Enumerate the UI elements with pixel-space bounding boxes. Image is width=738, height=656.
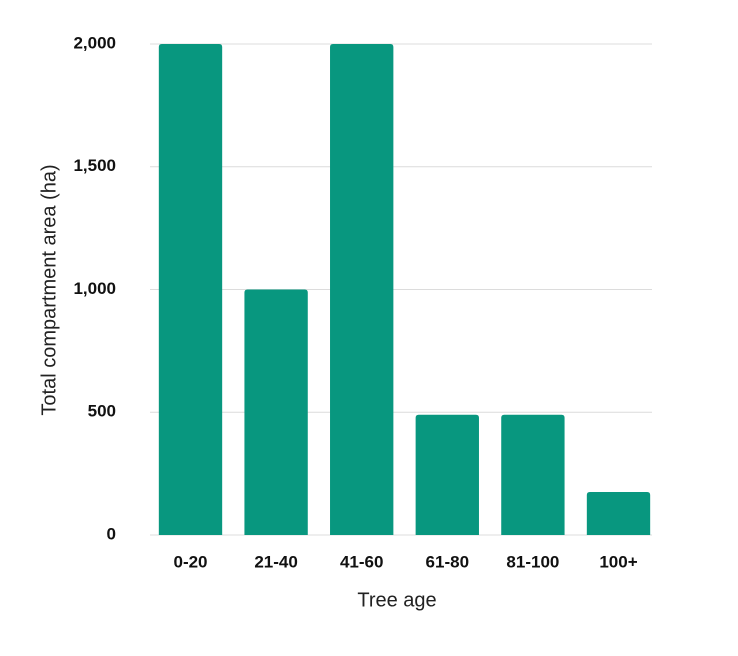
bar [586, 492, 651, 535]
x-tick-label: 61-80 [426, 552, 469, 571]
bar [158, 44, 223, 535]
x-tick-label: 21-40 [254, 552, 297, 571]
x-tick-label: 100+ [599, 552, 637, 571]
bar [330, 44, 394, 535]
x-tick-label: 0-20 [173, 552, 207, 571]
x-axis-title: Tree age [357, 589, 436, 611]
y-axis-title: Total compartment area (ha) [38, 164, 60, 415]
x-tick-label: 81-100 [506, 552, 559, 571]
x-tick-label: 41-60 [340, 552, 383, 571]
bar [501, 414, 565, 535]
y-tick-label: 1,500 [73, 156, 116, 175]
y-tick-label: 2,000 [73, 33, 116, 52]
y-tick-label: 0 [107, 524, 116, 543]
y-tick-label: 1,000 [73, 279, 116, 298]
bar [244, 289, 308, 535]
y-tick-label: 500 [88, 402, 116, 421]
bar [415, 414, 479, 535]
